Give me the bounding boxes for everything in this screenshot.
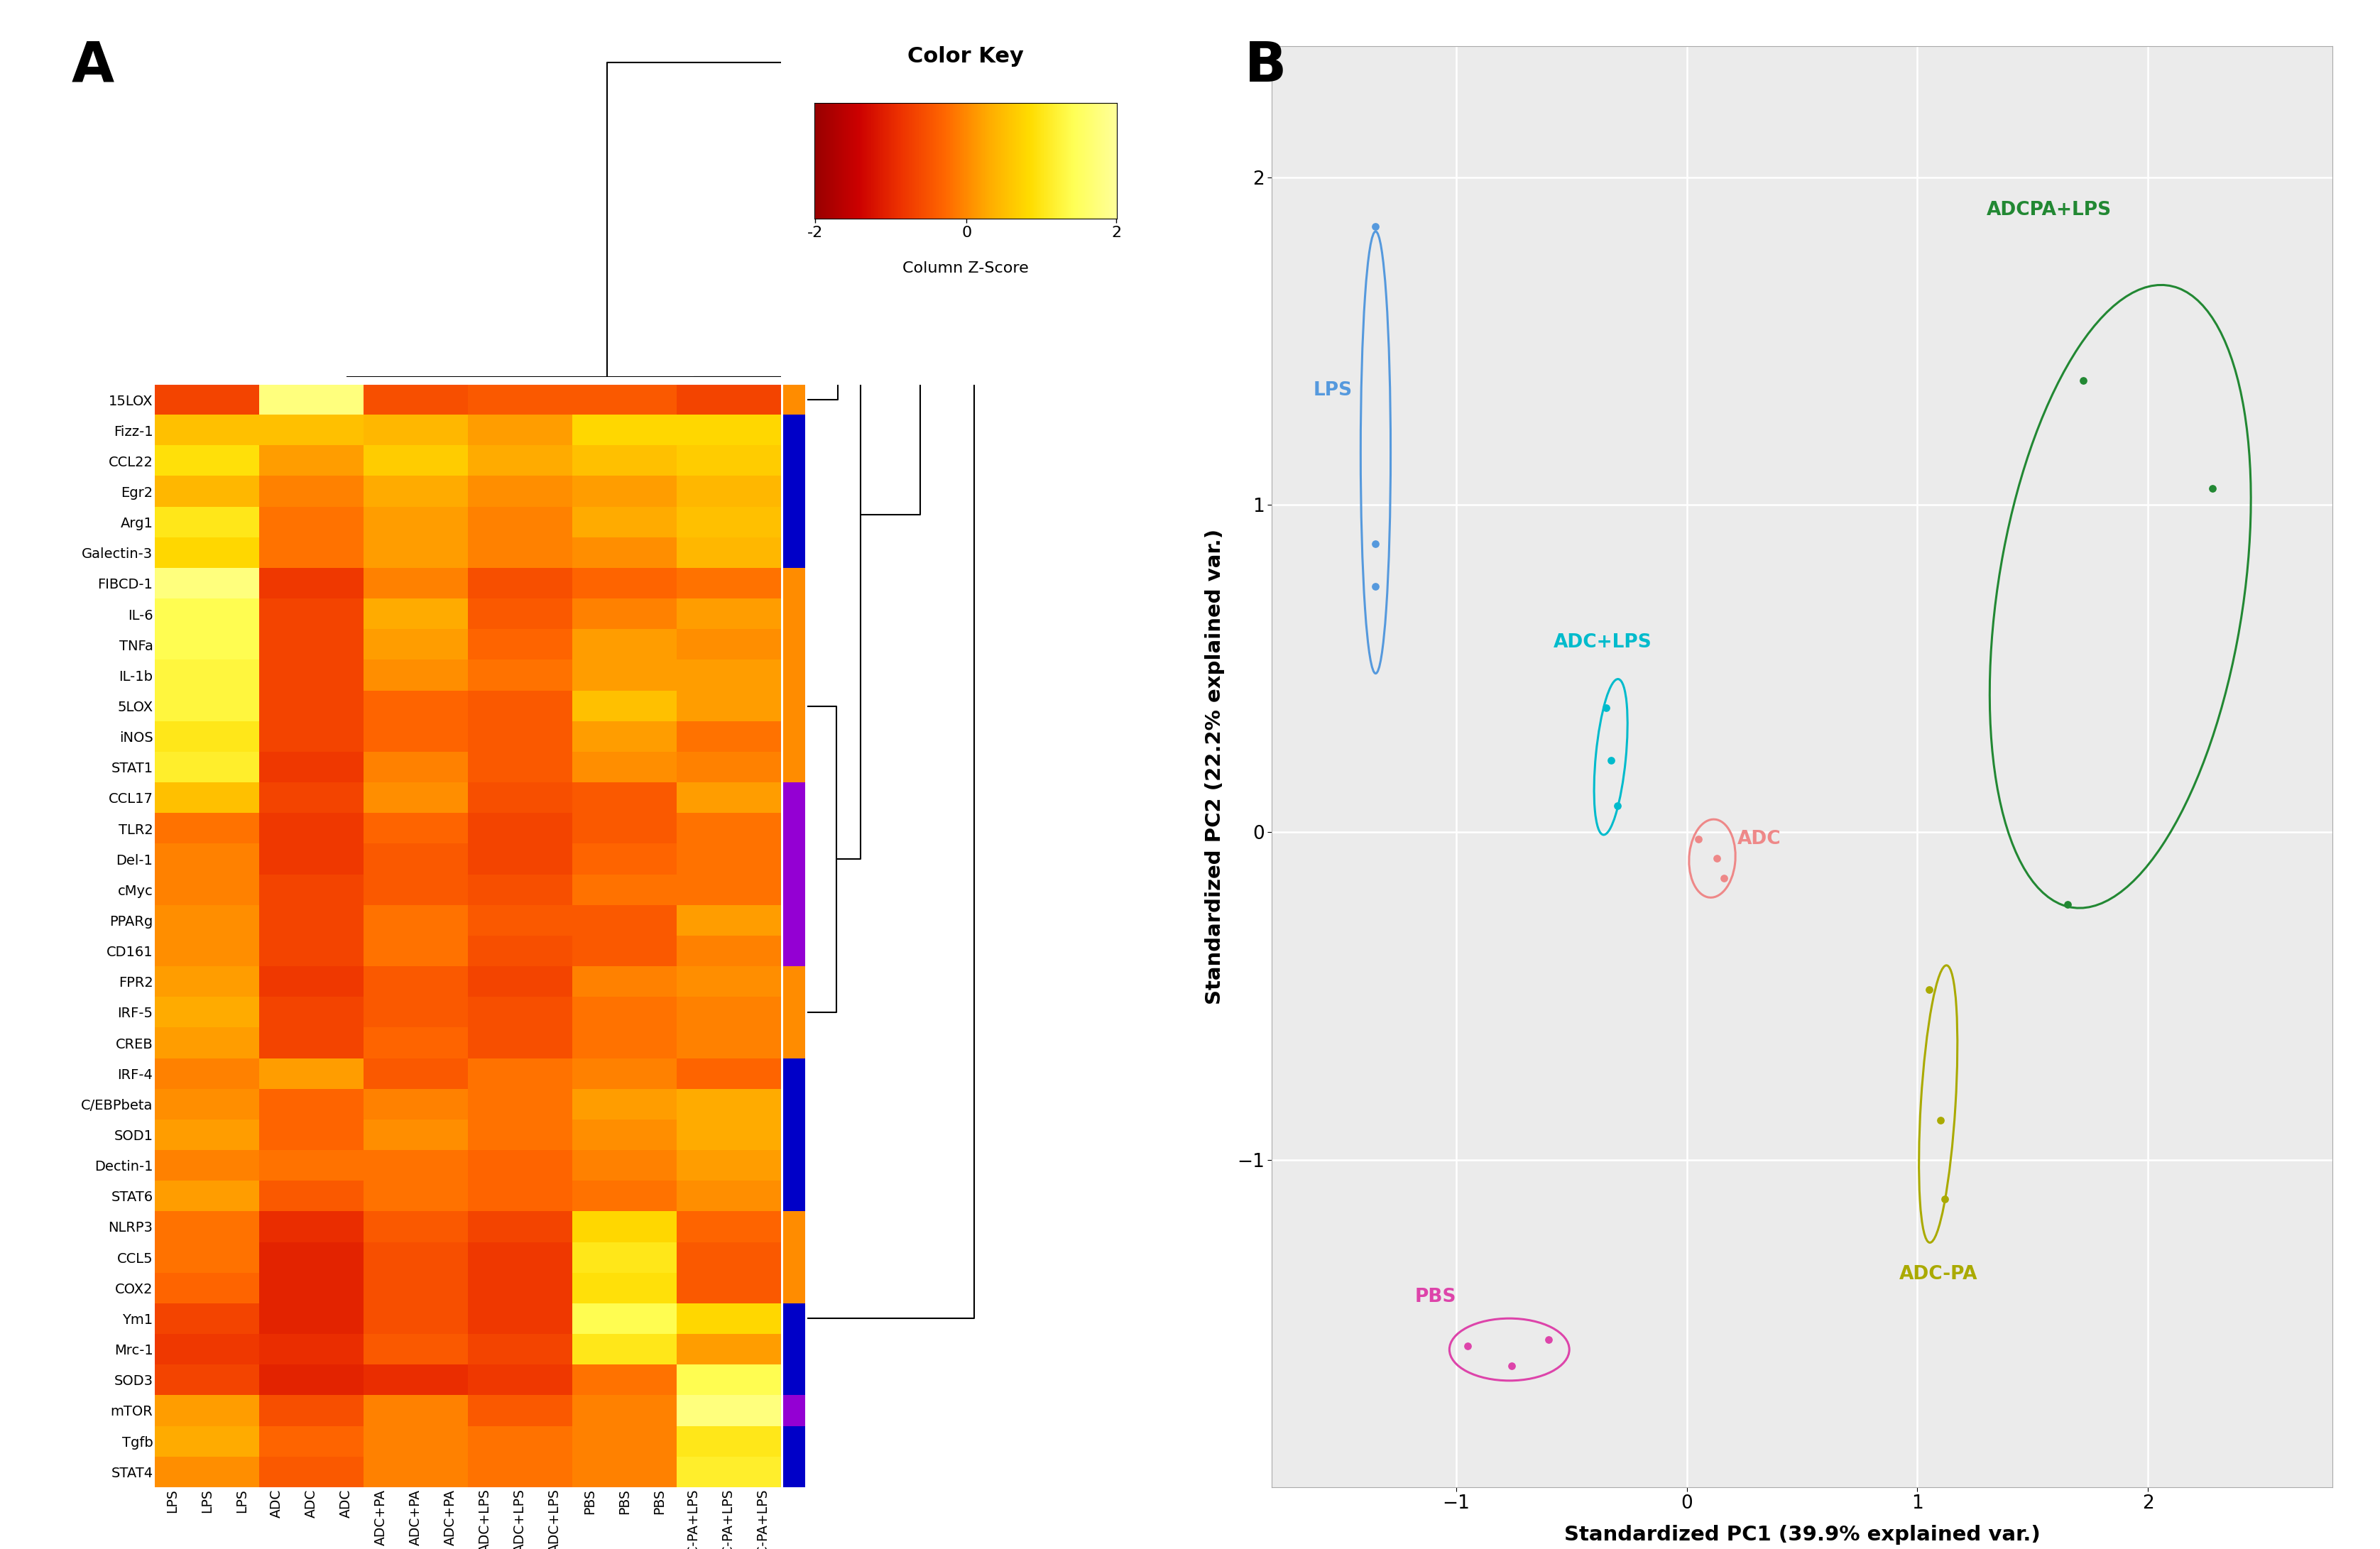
Text: ADCPA+LPS: ADCPA+LPS [1987,201,2111,220]
Point [1587,696,1626,720]
Text: ADC+LPS: ADC+LPS [1554,634,1652,652]
Point [1357,531,1395,556]
Point [2194,476,2232,500]
Point [1680,826,1718,850]
Y-axis label: Standardized PC2 (22.2% explained var.): Standardized PC2 (22.2% explained var.) [1204,528,1226,1005]
Text: B: B [1245,39,1288,93]
Point [2063,369,2102,393]
Point [1909,977,1947,1002]
Point [1592,748,1630,773]
Text: Color Key: Color Key [907,46,1023,67]
Point [1921,1108,1959,1132]
Text: ADC: ADC [1737,830,1780,847]
Point [1357,214,1395,239]
Text: ADC-PA: ADC-PA [1899,1266,1978,1284]
Point [1697,846,1735,871]
Point [1530,1327,1568,1352]
Point [1449,1334,1488,1358]
Point [2049,892,2087,917]
X-axis label: Standardized PC1 (39.9% explained var.): Standardized PC1 (39.9% explained var.) [1564,1524,2040,1544]
Point [1357,575,1395,599]
Point [1599,793,1637,818]
Text: LPS: LPS [1314,381,1352,400]
Point [1925,1187,1963,1211]
Point [1492,1354,1530,1379]
Text: A: A [71,39,114,93]
Text: Column Z-Score: Column Z-Score [902,262,1028,276]
Point [1704,866,1742,891]
Text: PBS: PBS [1414,1287,1457,1306]
